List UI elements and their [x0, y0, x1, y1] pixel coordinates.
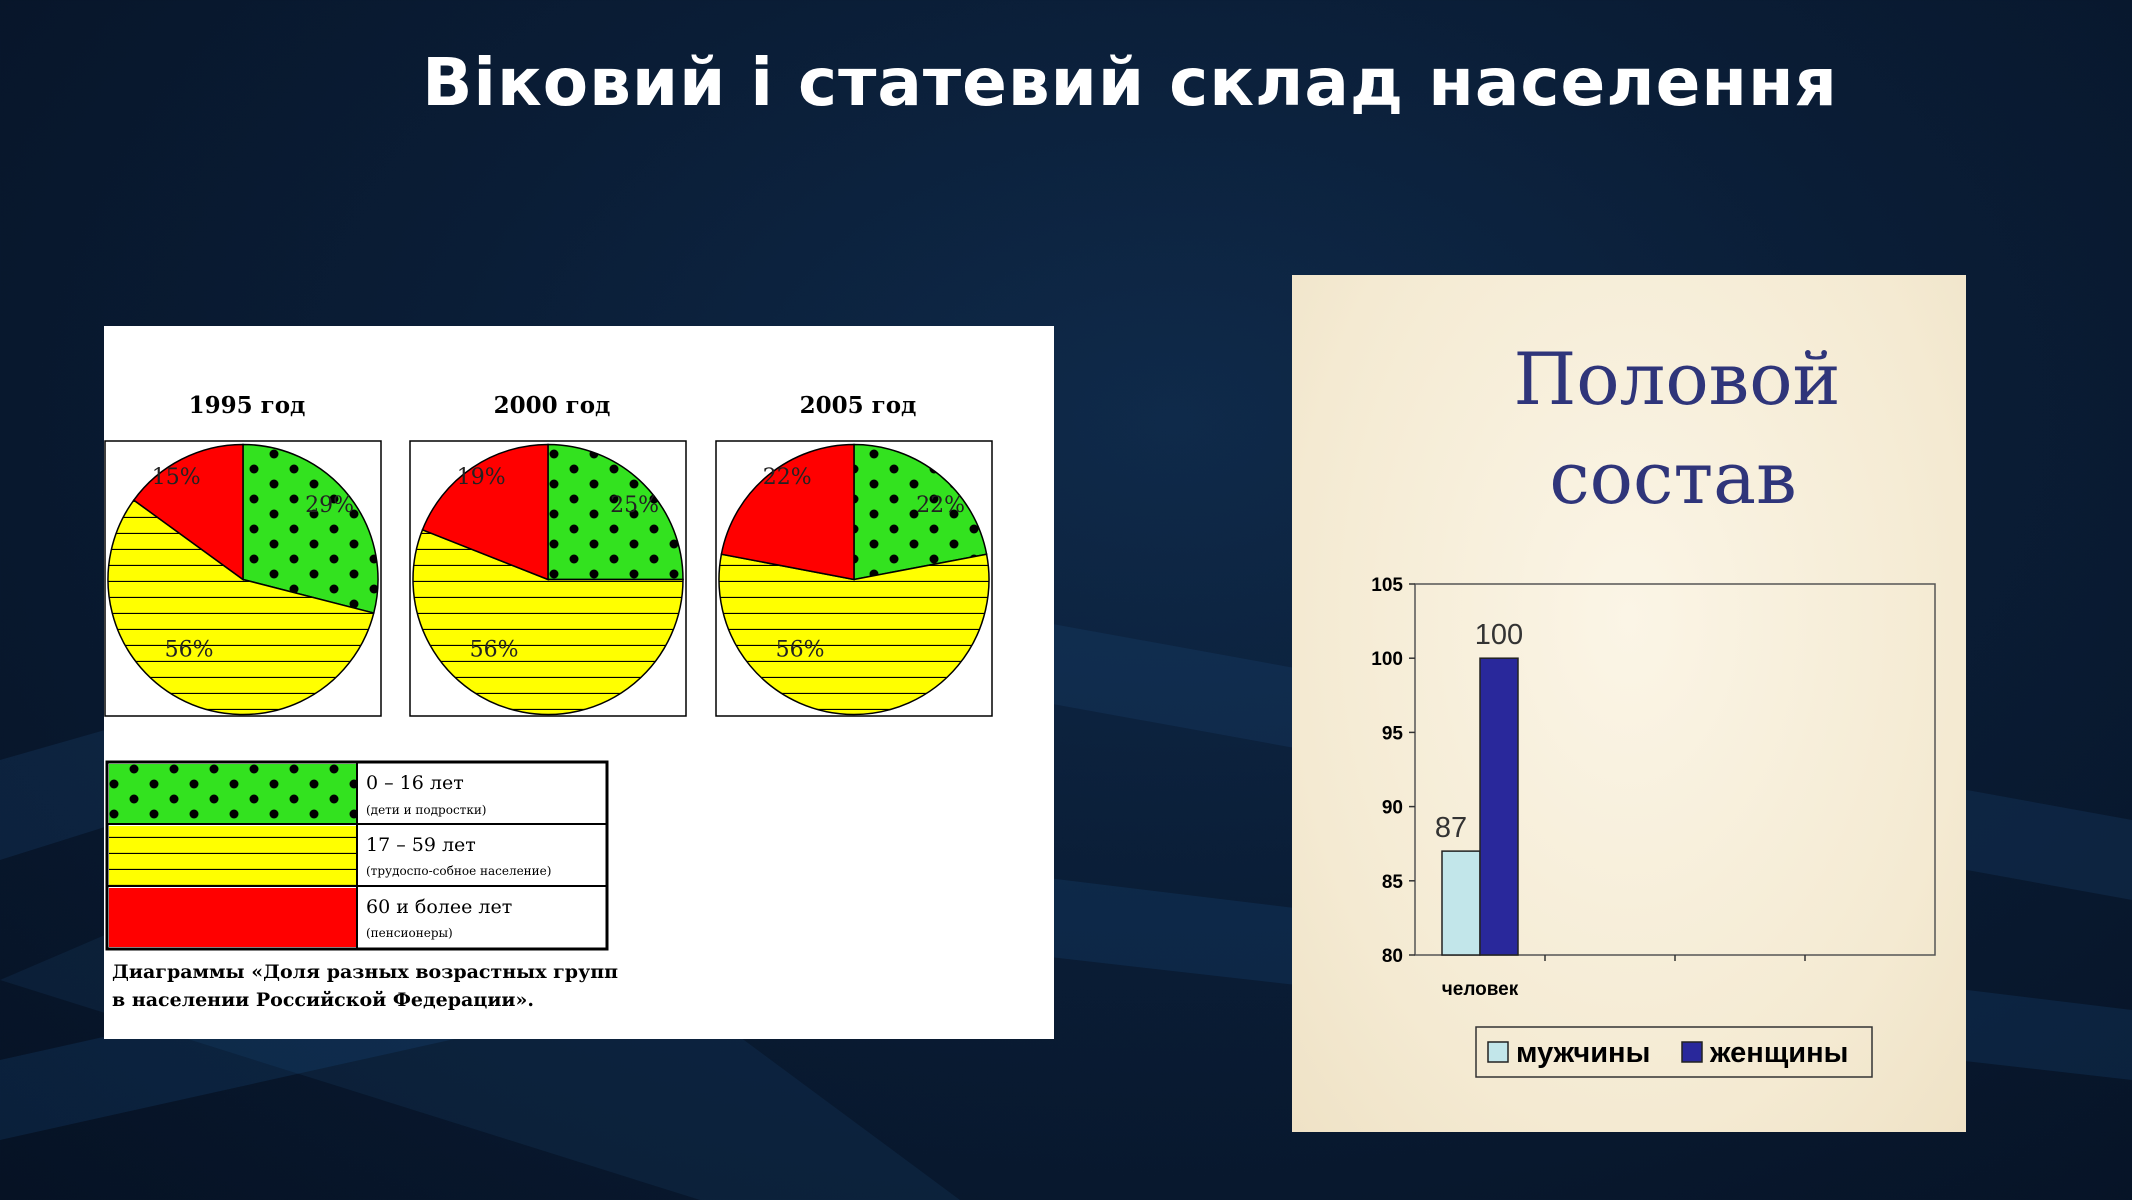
pie-value-label: 19%: [457, 465, 506, 490]
sex-title-line2: состав: [1549, 436, 1796, 520]
pie-value-label: 25%: [610, 493, 659, 518]
pie-title: 1995 год: [189, 392, 306, 419]
pie-slice-60-plus: [132, 443, 244, 581]
legend-swatch-0-16: [109, 764, 356, 823]
legend-note-17-59: (трудоспо-собное население): [366, 864, 551, 878]
pie-slice-17-59: [718, 553, 990, 716]
y-tick-label: 90: [1382, 798, 1403, 819]
legend-label-women: женщины: [1709, 1037, 1848, 1069]
legend-swatch-men: [1487, 1041, 1509, 1063]
age-pie-charts: 1995 год 29% 56% 15% 2000 год 25% 56% 19% 2005 г…: [104, 392, 993, 1011]
pie-slice-0-16: [242, 443, 379, 614]
bar-men: [1441, 850, 1481, 956]
legend-note-60-plus: (пенсионеры): [366, 926, 453, 940]
legend-swatch-17-59: [109, 826, 356, 885]
legend-label-men: мужчины: [1516, 1037, 1650, 1069]
age-chart-caption: Диаграммы «Доля разных возрастных групп …: [112, 961, 619, 1011]
pie-slice-60-plus: [720, 443, 855, 581]
sex-bar-chart: Половой состав 80 85 90 95 100 105 87 100 челове…: [1371, 337, 1936, 1078]
legend-label-60-plus: 60 и более лет: [366, 896, 512, 918]
pie-slice-17-59: [107, 499, 375, 716]
bar-legend: мужчины женщины: [1475, 1026, 1873, 1078]
legend-note-0-16: (дети и подростки): [366, 803, 487, 817]
pie-title: 2000 год: [494, 392, 611, 419]
sex-composition-panel: Половой состав 80 85 90 95 100 105 87 100 челове…: [1292, 275, 1966, 1132]
pie-value-label: 15%: [152, 465, 201, 490]
y-tick-label: 80: [1382, 946, 1403, 967]
age-legend: 0 – 16 лет (дети и подростки) 17 – 59 ле…: [105, 760, 609, 951]
y-tick-label: 85: [1382, 872, 1404, 893]
legend-label-17-59: 17 – 59 лет: [366, 834, 476, 856]
pie-value-label: 56%: [165, 638, 214, 663]
legend-label-0-16: 0 – 16 лет: [366, 772, 464, 794]
y-tick-label: 105: [1371, 575, 1403, 596]
legend-swatch-60-plus: [109, 888, 356, 947]
pie-slice-17-59: [412, 528, 684, 716]
age-composition-panel: 1995 год 29% 56% 15% 2000 год 25% 56% 19% 2005 г…: [104, 326, 1054, 1039]
y-tick-label: 100: [1371, 649, 1403, 670]
pie-value-label: 22%: [763, 465, 812, 490]
pie-value-label: 22%: [916, 493, 965, 518]
bar-value-label: 87: [1435, 812, 1467, 844]
bar-value-label: 100: [1475, 619, 1523, 651]
bar-women: [1479, 657, 1519, 956]
page-title: Віковий і статевий склад населення: [422, 44, 1838, 121]
pie-slice-60-plus: [421, 443, 549, 581]
pie-value-label: 56%: [470, 638, 519, 663]
legend-swatch-women: [1681, 1041, 1703, 1063]
x-category-label: человек: [1442, 979, 1519, 1000]
sex-title-line1: Половой: [1513, 337, 1840, 421]
pie-title: 2005 год: [800, 392, 917, 419]
pie-value-label: 56%: [776, 638, 825, 663]
pie-value-label: 29%: [305, 493, 354, 518]
y-tick-label: 95: [1382, 723, 1404, 744]
pie-slice-0-16: [853, 443, 988, 581]
pie-slice-0-16: [547, 443, 684, 581]
